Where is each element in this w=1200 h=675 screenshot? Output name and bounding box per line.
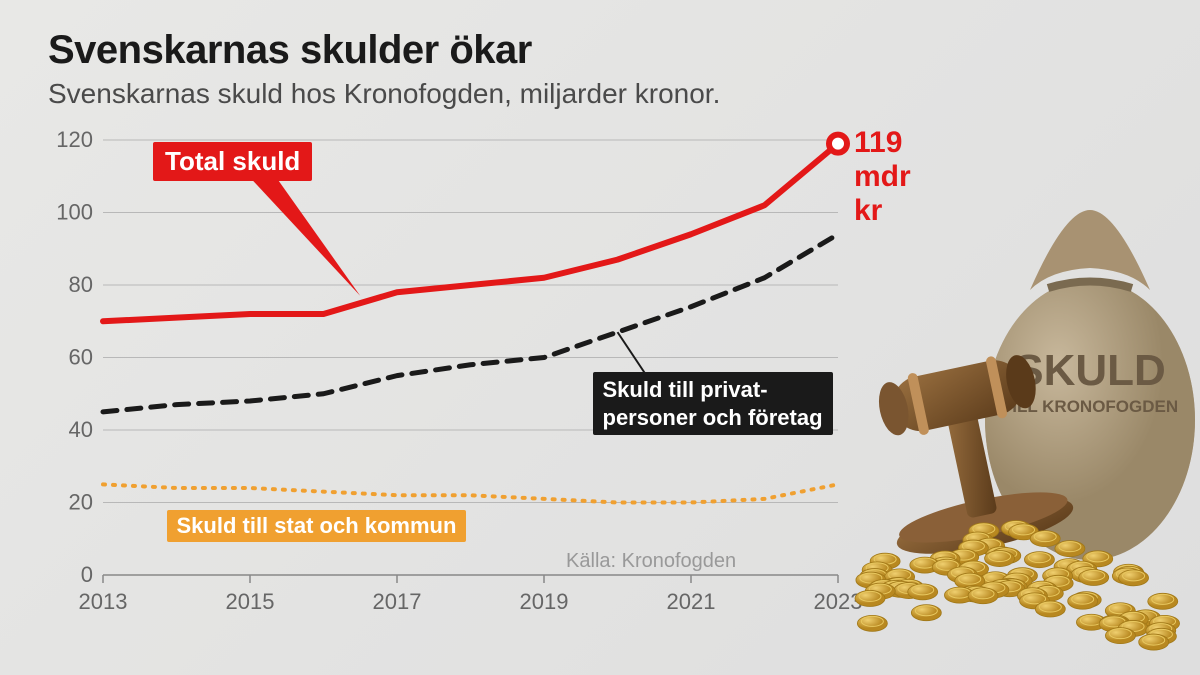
bag-text-line2: TILL KRONOFOGDEN [1002,397,1178,416]
private-debt-label-line2: personer och företag [603,405,823,430]
svg-text:2017: 2017 [373,589,422,614]
svg-text:2023: 2023 [814,589,863,614]
chart-container: 0 20 40 60 80 100 120 2013 2015 2017 2019 2021 2023… [48,130,868,630]
svg-text:120: 120 [56,130,93,152]
state-debt-callout: Skuld till stat och kommun [167,510,467,542]
svg-text:2019: 2019 [520,589,569,614]
svg-text:40: 40 [69,417,93,442]
total-debt-callout: Total skuld [153,142,312,181]
source-label: Källa: Kronofogden [566,550,736,573]
svg-text:0: 0 [81,562,93,587]
chart-title: Svenskarnas skulder ökar [48,28,532,73]
gavel-icon [863,346,1078,565]
money-bag-icon: SKULD TILL KRONOFOGDEN [985,210,1195,560]
chart-subtitle: Svenskarnas skuld hos Kronofogden, milja… [48,78,720,110]
coins-icon [855,521,1180,651]
svg-text:100: 100 [56,200,93,225]
svg-text:80: 80 [69,272,93,297]
svg-text:2015: 2015 [226,589,275,614]
bag-text-line1: SKULD [1014,346,1166,395]
svg-text:60: 60 [69,345,93,370]
svg-text:2013: 2013 [79,589,128,614]
svg-text:2021: 2021 [667,589,716,614]
private-debt-callout: Skuld till privat- personer och företag [593,372,833,435]
svg-text:20: 20 [69,490,93,515]
private-debt-label-line1: Skuld till privat- [603,377,768,402]
endpoint-value-label: 119 mdr kr [854,126,911,228]
